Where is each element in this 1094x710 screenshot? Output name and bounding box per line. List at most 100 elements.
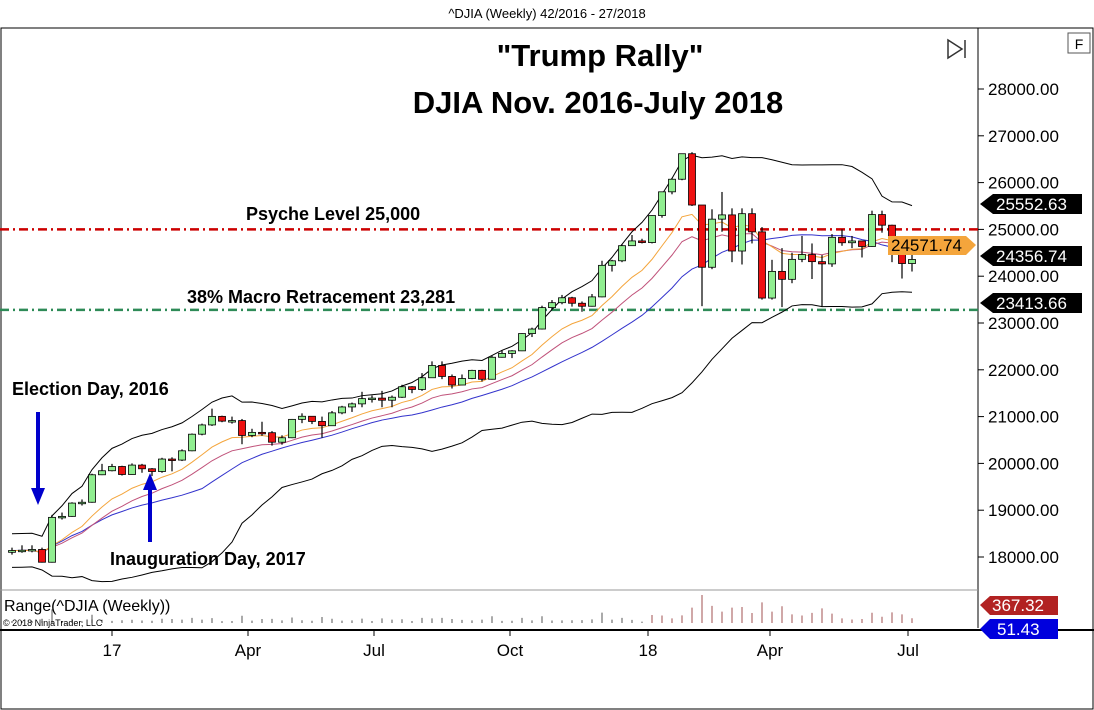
svg-text:24356.74: 24356.74 (996, 247, 1067, 266)
title-line-2: DJIA Nov. 2016-July 2018 (413, 85, 783, 120)
candle (288, 418, 296, 439)
tag-upper-band: 25552.63 (980, 194, 1082, 214)
candle-body (558, 297, 566, 304)
x-tick-label: 18 (639, 641, 658, 660)
candle-body (868, 214, 876, 247)
candle-body (618, 245, 626, 262)
candles (8, 152, 916, 563)
y-tick-label: 22000.00 (988, 361, 1059, 380)
candle-body (228, 420, 236, 423)
candle-body (338, 406, 346, 414)
candle (268, 431, 276, 446)
candle (338, 405, 346, 415)
candle (238, 418, 246, 445)
candle-body (488, 356, 496, 380)
candle (518, 333, 526, 352)
candle (788, 252, 796, 284)
candle (488, 355, 496, 380)
candle-body (718, 214, 726, 220)
horizontal-lines (0, 228, 978, 312)
candle-body (568, 297, 576, 304)
candle-body (158, 458, 166, 472)
y-tick-label: 25000.00 (988, 220, 1059, 239)
candle-body (528, 328, 536, 334)
candle-body (658, 191, 666, 216)
candle (418, 373, 426, 391)
svg-text:23413.66: 23413.66 (996, 294, 1067, 313)
candle (668, 177, 676, 195)
candle (448, 374, 456, 389)
election-day-label: Election Day, 2016 (12, 379, 169, 399)
y-tick-label: 27000.00 (988, 127, 1059, 146)
candle (798, 235, 806, 263)
candle (838, 229, 846, 246)
election-arrow-icon (31, 412, 45, 505)
candle-body (38, 549, 46, 563)
candle-body (18, 549, 26, 553)
candle (508, 350, 516, 359)
candle (878, 210, 886, 233)
y-tick-label: 21000.00 (988, 408, 1059, 427)
inauguration-arrow-icon (143, 473, 157, 542)
candle-body (508, 350, 516, 354)
candle (48, 514, 56, 563)
candle (708, 209, 716, 270)
chart-frame (0, 27, 1094, 710)
candle-body (688, 153, 696, 206)
candle-body (108, 466, 116, 472)
candle-body (208, 415, 216, 426)
candle (138, 463, 146, 473)
scroll-to-end-button[interactable] (947, 38, 966, 60)
candle (438, 361, 446, 380)
candle-body (268, 432, 276, 443)
candle (548, 300, 556, 309)
f-button[interactable]: F (1067, 32, 1091, 54)
candle (158, 457, 166, 473)
candle-body (728, 214, 736, 252)
svg-text:51.43: 51.43 (997, 620, 1040, 639)
range-panel-label: Range(^DJIA (Weekly)) (4, 598, 170, 615)
psyche-level-label: Psyche Level 25,000 (246, 204, 420, 224)
candle (718, 191, 726, 232)
candle-body (178, 450, 186, 461)
candle-body (368, 397, 376, 401)
candle-body (578, 302, 586, 307)
candle-body (318, 421, 326, 427)
candle-body (8, 550, 16, 553)
candle-body (848, 240, 856, 244)
candle (308, 415, 316, 425)
candle (228, 416, 236, 424)
candle-body (248, 431, 256, 436)
inauguration-day-label: Inauguration Day, 2017 (110, 549, 306, 569)
candle (358, 391, 366, 408)
y-tick-label: 18000.00 (988, 548, 1059, 567)
candle-body (458, 378, 466, 386)
candle-body (358, 398, 366, 405)
candle (558, 294, 566, 305)
candle-body (138, 464, 146, 470)
retracement-label: 38% Macro Retracement 23,281 (187, 287, 455, 307)
candle (18, 545, 26, 553)
candle (728, 208, 736, 263)
candle (688, 152, 696, 206)
candle (98, 463, 106, 476)
x-tick-label: Apr (235, 641, 262, 660)
candle-body (798, 254, 806, 260)
candle (628, 235, 636, 247)
time-axis-labels: 17 Apr Jul Oct 18 Apr Jul (103, 630, 919, 660)
candle-body (28, 549, 36, 552)
candle (388, 395, 396, 408)
candle (348, 402, 356, 412)
candle (248, 428, 256, 438)
y-tick-label: 19000.00 (988, 501, 1059, 520)
candle-body (908, 259, 916, 264)
candle (278, 435, 286, 445)
candle-body (328, 412, 336, 427)
candle-body (608, 260, 616, 266)
tag-lower-band: 23413.66 (980, 293, 1082, 313)
candle-body (628, 240, 636, 247)
candle-body (638, 240, 646, 243)
candle-body (218, 415, 226, 422)
candle-body (118, 466, 126, 475)
